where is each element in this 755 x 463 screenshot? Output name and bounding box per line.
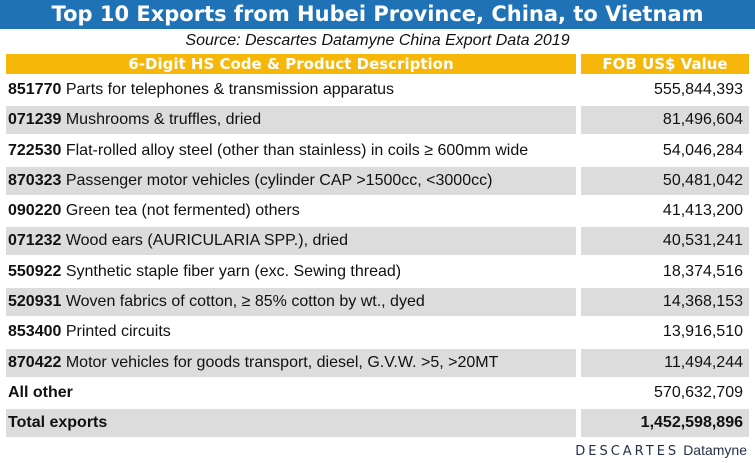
table-row: 071232 Wood ears (AURICULARIA SPP.), dri…	[0, 227, 755, 257]
row-value: 14,368,153	[581, 288, 749, 317]
hs-code: 071232	[8, 232, 62, 250]
product-description: Synthetic staple fiber yarn (exc. Sewing…	[65, 262, 402, 280]
brand-name: DESCARTES	[575, 444, 680, 459]
table-row: 550922 Synthetic staple fiber yarn (exc.…	[0, 258, 755, 288]
hs-code: 853400	[8, 323, 62, 341]
row-value: 40,531,241	[581, 227, 749, 256]
table-row: 870422 Motor vehicles for goods transpor…	[0, 348, 755, 379]
table-row: 520931 Woven fabrics of cotton, ≥ 85% co…	[0, 288, 755, 318]
product-description: Wood ears (AURICULARIA SPP.), dried	[65, 232, 349, 250]
row-value: 555,844,393	[654, 81, 743, 98]
row-description-cell: 870422 Motor vehicles for goods transpor…	[6, 348, 576, 377]
table-row: 853400 Printed circuits 13,916,510	[0, 318, 755, 348]
row-description-cell: 853400 Printed circuits	[6, 318, 576, 346]
row-description-cell: 090220 Green tea (not fermented) others	[6, 197, 576, 225]
table-row: 870323 Passenger motor vehicles (cylinde…	[0, 166, 755, 197]
hs-code: 870323	[8, 171, 62, 189]
row-value: 81,496,604	[581, 106, 749, 135]
row-value: 50,481,042	[581, 166, 749, 195]
product-description: Flat-rolled alloy steel (other than stai…	[65, 141, 529, 159]
row-description-cell: 722530 Flat-rolled alloy steel (other th…	[6, 137, 576, 165]
hs-code: 090220	[8, 202, 62, 220]
product-description: Passenger motor vehicles (cylinder CAP >…	[65, 171, 493, 189]
exports-table: 851770 Parts for telephones & transmissi…	[0, 76, 755, 440]
product-description: Woven fabrics of cotton, ≥ 85% cotton by…	[65, 293, 425, 311]
hs-code: 071239	[8, 111, 62, 129]
hs-code: 870422	[8, 353, 62, 371]
row-description-cell: 851770 Parts for telephones & transmissi…	[6, 76, 576, 104]
table-row: 090220 Green tea (not fermented) others …	[0, 197, 755, 227]
row-value: 18,374,516	[662, 262, 743, 280]
row-description-cell: 550922 Synthetic staple fiber yarn (exc.…	[6, 258, 576, 286]
all-other-label: All other	[8, 383, 73, 401]
row-description-cell: 071232 Wood ears (AURICULARIA SPP.), dri…	[6, 227, 576, 256]
product-description: Green tea (not fermented) others	[65, 202, 300, 220]
product-description: Printed circuits	[65, 323, 171, 341]
row-value: 41,413,200	[662, 202, 743, 220]
row-value: 11,494,244	[581, 348, 749, 377]
total-label: Total exports	[6, 409, 576, 438]
all-other-row: All other 570,632,709	[0, 379, 755, 409]
row-description-cell: 071239 Mushrooms & truffles, dried	[6, 106, 576, 135]
brand-logo: DESCARTES Datamyne	[575, 442, 747, 459]
column-header-description: 6-Digit HS Code & Product Description	[6, 54, 576, 74]
brand-product: Datamyne	[683, 442, 747, 458]
product-description: Motor vehicles for goods transport, dies…	[65, 353, 499, 371]
hs-code: 722530	[8, 141, 62, 159]
total-value: 1,452,598,896	[581, 409, 749, 438]
hs-code: 520931	[8, 293, 62, 311]
row-description-cell: 870323 Passenger motor vehicles (cylinde…	[6, 166, 576, 195]
table-row: 722530 Flat-rolled alloy steel (other th…	[0, 137, 755, 167]
hs-code: 851770	[8, 81, 62, 98]
row-value: 13,916,510	[662, 323, 743, 341]
column-header-value: FOB US$ Value	[581, 54, 749, 74]
table-row: 851770 Parts for telephones & transmissi…	[0, 76, 755, 106]
all-other-value: 570,632,709	[654, 383, 743, 401]
table-row: 071239 Mushrooms & truffles, dried 81,49…	[0, 106, 755, 136]
row-description-cell: 520931 Woven fabrics of cotton, ≥ 85% co…	[6, 288, 576, 317]
product-description: Parts for telephones & transmission appa…	[65, 81, 395, 98]
product-description: Mushrooms & truffles, dried	[65, 111, 262, 129]
page-title: Top 10 Exports from Hubei Province, Chin…	[0, 0, 755, 29]
total-row: Total exports 1,452,598,896	[0, 409, 755, 439]
source-note: Source: Descartes Datamyne China Export …	[185, 32, 570, 49]
row-value: 54,046,284	[662, 141, 743, 159]
hs-code: 550922	[8, 262, 62, 280]
